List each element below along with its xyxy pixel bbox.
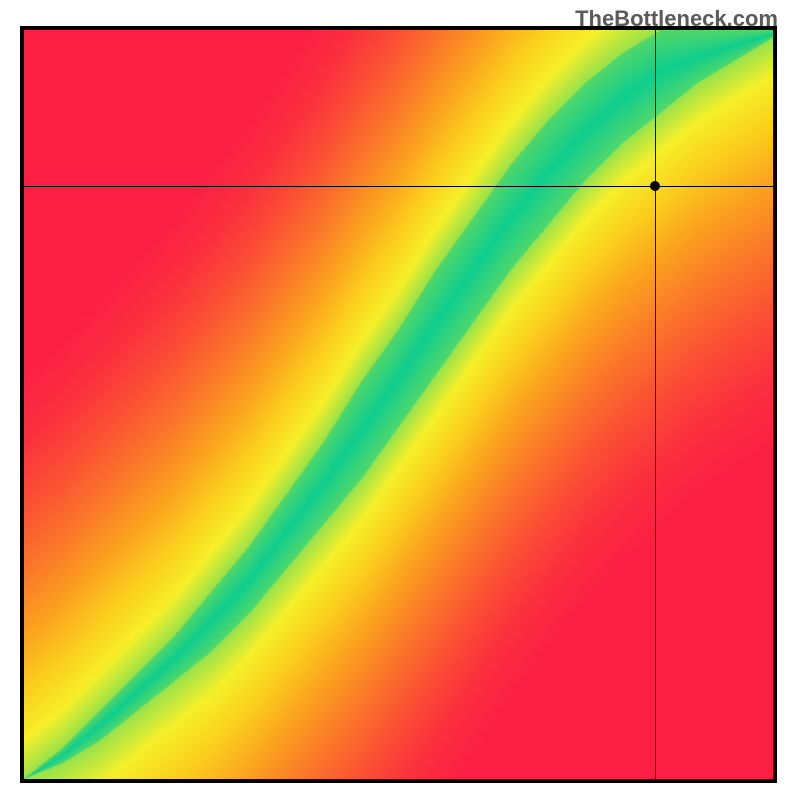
chart-container: TheBottleneck.com	[0, 0, 800, 800]
watermark-text: TheBottleneck.com	[575, 6, 778, 32]
heatmap-canvas	[24, 30, 773, 779]
marker-dot	[650, 181, 660, 191]
heatmap-plot	[20, 26, 777, 783]
crosshair-horizontal	[24, 186, 773, 187]
crosshair-vertical	[655, 30, 656, 779]
